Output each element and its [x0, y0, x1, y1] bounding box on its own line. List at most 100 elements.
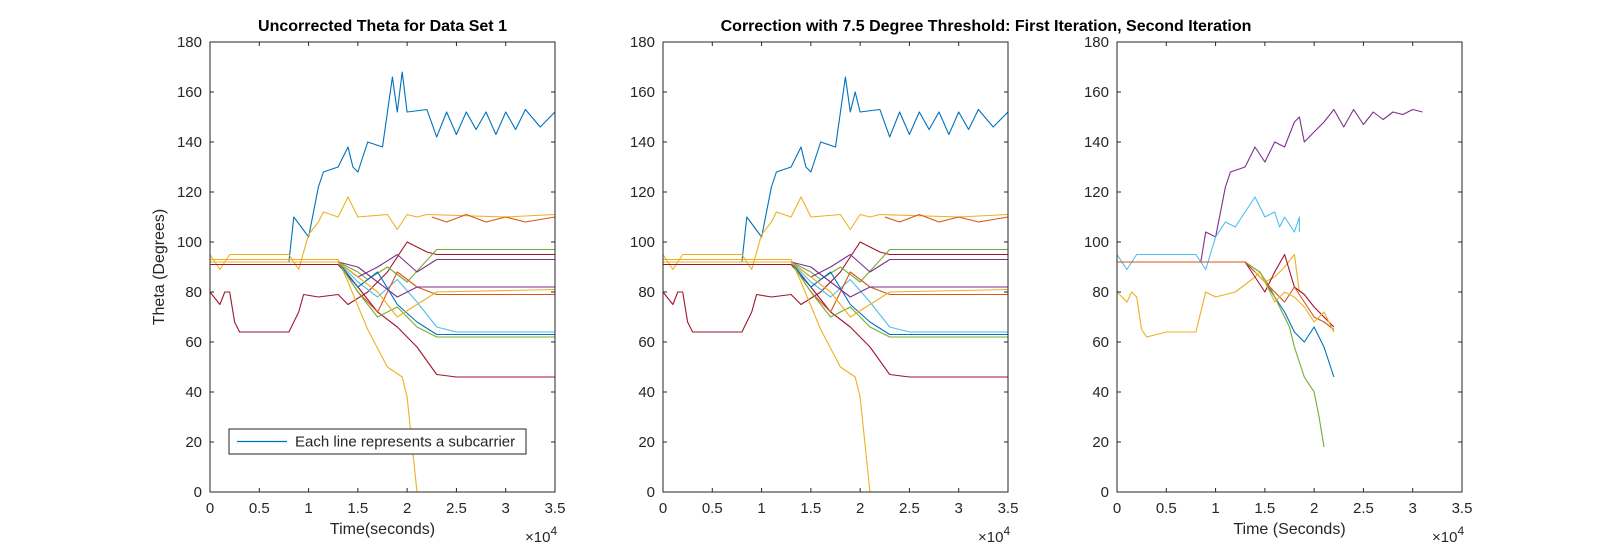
y-tick-label: 40 [1092, 384, 1109, 401]
y-tick-label: 100 [630, 234, 655, 251]
series-line-1 [210, 71, 556, 263]
y-tick-label: 80 [185, 284, 202, 301]
series-line-4 [662, 241, 1008, 333]
legend-entry: Each line represents a subcarrier [295, 434, 515, 451]
axes-box [1116, 41, 1463, 493]
series-group [662, 76, 1009, 493]
series-line-14 [210, 261, 556, 318]
x-exponent: ×104 [1432, 524, 1464, 546]
y-tick-label: 0 [194, 484, 202, 501]
x-exponent-base: ×10 [525, 529, 550, 546]
y-tick-label: 160 [1084, 84, 1109, 101]
x-tick-label: 0 [659, 500, 667, 517]
series-group [1116, 108, 1423, 448]
panel-3: 0 0.5 1 1.5 2 2.5 3 3.5 0 20 40 60 80 100 120 140 160 180… [1084, 34, 1472, 546]
series-line-2 [662, 196, 1009, 271]
y-tick-label: 60 [185, 334, 202, 351]
y-tick-label: 120 [1084, 184, 1109, 201]
x-tick-label: 1.5 [347, 500, 368, 517]
x-tick-label: 2.5 [1353, 500, 1374, 517]
series-line-13 [663, 261, 1008, 298]
y-tick-label: 180 [630, 34, 655, 51]
series-line-7 [210, 261, 555, 333]
axes-box [662, 41, 1009, 493]
series-line-6 [663, 253, 1008, 278]
x-tick-label: 2 [856, 500, 864, 517]
series-line-6 [210, 253, 555, 278]
x-tick-label: 0 [206, 500, 214, 517]
x-exponent-base: ×10 [978, 529, 1003, 546]
x-exponent: ×104 [978, 524, 1010, 546]
series-line-3 [431, 213, 556, 223]
x-tick-label: 3.5 [545, 500, 566, 517]
x-tick-label: 3 [1409, 500, 1417, 517]
series-line-8 [663, 263, 1008, 378]
y-tick-label: 140 [630, 134, 655, 151]
x-tick-label: 0 [1113, 500, 1121, 517]
y-tick-label: 120 [630, 184, 655, 201]
series-line-12 [210, 261, 555, 338]
y-tick-label: 100 [177, 234, 202, 251]
x-tick-label: 2.5 [446, 500, 467, 517]
series-line-6 [1117, 261, 1325, 448]
y-tick-label: 80 [638, 284, 655, 301]
x-tick-label: 3 [502, 500, 510, 517]
y-tick-label: 100 [1084, 234, 1109, 251]
series-line-8 [1254, 271, 1335, 333]
x-tick-label: 0.5 [702, 500, 723, 517]
x-exponent-power: 4 [550, 524, 557, 538]
x-tick-label: 3.5 [1452, 500, 1473, 517]
y-tick-label: 40 [638, 384, 655, 401]
y-tick-label: 80 [1092, 284, 1109, 301]
y-tick-label: 20 [1092, 434, 1109, 451]
series-line-3 [1116, 253, 1300, 338]
y-tick-label: 20 [638, 434, 655, 451]
panel-2: 0 0.5 1 1.5 2 2.5 3 3.5020406080100120140160180… [630, 18, 1251, 546]
y-tick-label: 0 [1101, 484, 1109, 501]
x-tick-label: 2 [403, 500, 411, 517]
y-tick-label: 180 [1084, 34, 1109, 51]
series-line-7 [663, 261, 1008, 333]
series-line-1 [1117, 108, 1423, 263]
x-tick-label: 1 [1211, 500, 1219, 517]
series-line-5 [663, 248, 1008, 283]
series-line-3 [884, 213, 1009, 223]
x-axis-label: Time (Seconds) [1233, 521, 1345, 538]
series-line-7 [1117, 261, 1335, 330]
x-exponent-power: 4 [1003, 524, 1010, 538]
y-tick-label: 40 [185, 384, 202, 401]
y-tick-label: 120 [177, 184, 202, 201]
series-line-1 [663, 76, 1009, 263]
x-tick-label: 0.5 [249, 500, 270, 517]
x-exponent: ×104 [525, 524, 557, 546]
x-tick-label: 2 [1310, 500, 1318, 517]
series-group [209, 71, 556, 493]
y-tick-label: 160 [177, 84, 202, 101]
axes-box [209, 41, 556, 493]
legend: Each line represents a subcarrier [228, 428, 527, 455]
series-line-14 [663, 261, 1009, 318]
chart-title: Uncorrected Theta for Data Set 1 [258, 18, 507, 35]
x-tick-label: 1.5 [1254, 500, 1275, 517]
series-line-12 [663, 261, 1008, 338]
x-tick-label: 1 [757, 500, 765, 517]
chart-title: Correction with 7.5 Degree Threshold: Fi… [721, 18, 1252, 35]
y-tick-label: 160 [630, 84, 655, 101]
y-tick-label: 0 [647, 484, 655, 501]
x-exponent-base: ×10 [1432, 529, 1457, 546]
series-line-5 [210, 248, 555, 283]
series-line-5 [1117, 261, 1335, 378]
x-tick-label: 1 [304, 500, 312, 517]
x-tick-label: 1.5 [800, 500, 821, 517]
series-line-2 [1116, 196, 1300, 271]
x-tick-label: 3.5 [998, 500, 1019, 517]
x-tick-label: 3 [955, 500, 963, 517]
series-line-4 [1117, 253, 1335, 328]
x-tick-label: 0.5 [1156, 500, 1177, 517]
x-exponent-power: 4 [1457, 524, 1464, 538]
series-line-8 [210, 263, 555, 378]
y-tick-label: 180 [177, 34, 202, 51]
series-line-2 [209, 196, 556, 271]
y-axis-label: Theta (Degrees) [151, 209, 168, 326]
x-tick-label: 2.5 [899, 500, 920, 517]
